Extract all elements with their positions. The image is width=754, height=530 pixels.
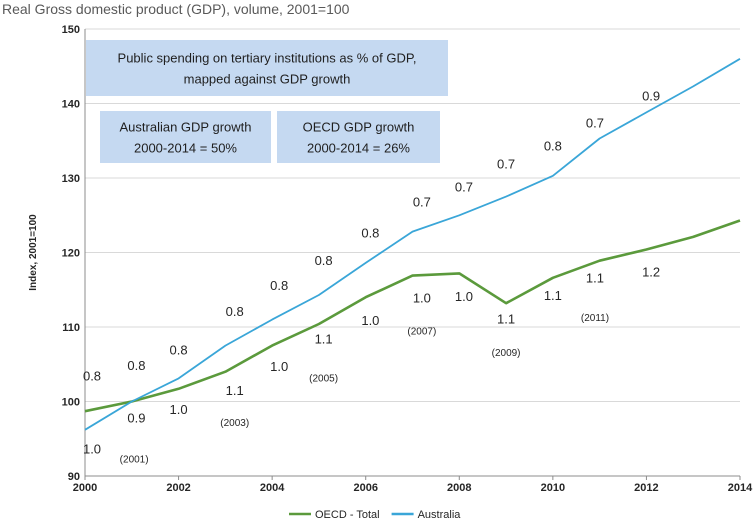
y-tick-label: 90: [68, 471, 80, 483]
data-annotations: 0.8 1.0 (2001) 0.8 0.9 0.8 1.0 0.8 1.1 (2003) 0.8 1…: [83, 89, 660, 466]
y-tick-label: 100: [62, 397, 80, 409]
annotation-box-text: Australian GDP growth: [120, 120, 252, 135]
annotation-value-label: 0.7: [586, 115, 604, 130]
annotation-value-label: 1.1: [226, 383, 244, 398]
annotation-box: [86, 40, 448, 96]
annotation-year-label: (2003): [220, 418, 249, 429]
annotation-value-label: 0.9: [127, 410, 145, 425]
annotation-value-label: 1.0: [83, 442, 101, 457]
annotation-value-label: 1.0: [455, 289, 473, 304]
annotation-value-label: 0.8: [226, 304, 244, 319]
y-tick-label: 120: [62, 248, 80, 260]
annotation-value-label: 1.1: [497, 311, 515, 326]
x-tick-label: 2012: [634, 482, 658, 494]
x-tick-label: 2014: [728, 482, 753, 494]
annotation-value-label: 1.0: [170, 402, 188, 417]
annotation-value-label: 1.0: [361, 313, 379, 328]
series-line-oecd-total: [84, 219, 741, 413]
annotation-box: [100, 111, 271, 163]
annotation-year-label: (2001): [120, 455, 149, 466]
annotation-box-text: mapped against GDP growth: [184, 72, 351, 87]
annotation-value-label: 0.8: [544, 138, 562, 153]
x-tick-label: 2006: [353, 482, 377, 494]
annotation-value-label: 1.1: [544, 288, 562, 303]
annotation-value-label: 1.1: [315, 331, 333, 346]
y-tick-label: 110: [62, 322, 80, 334]
y-tick-label: 130: [62, 173, 80, 185]
annotation-value-label: 0.7: [413, 194, 431, 209]
legend-label: OECD - Total: [315, 509, 380, 521]
annotation-boxes: Public spending on tertiary institutions…: [86, 40, 448, 163]
annotation-box-text: 2000-2014 = 26%: [307, 141, 410, 156]
annotation-value-label: 0.7: [455, 179, 473, 194]
series-lines: [84, 58, 741, 431]
annotation-year-label: (2005): [309, 373, 338, 384]
annotation-box-text: OECD GDP growth: [303, 120, 415, 135]
y-axis-label: Index, 2001=100: [28, 214, 39, 291]
grid: [85, 28, 740, 477]
x-tick-label: 2008: [447, 482, 471, 494]
annotation-year-label: (2007): [407, 326, 436, 337]
annotation-value-label: 0.8: [361, 226, 379, 241]
annotation-value-label: 0.8: [270, 278, 288, 293]
x-tick-label: 2000: [73, 482, 97, 494]
annotation-value-label: 0.8: [127, 358, 145, 373]
annotation-value-label: 0.7: [497, 156, 515, 171]
annotation-value-label: 0.8: [315, 253, 333, 268]
x-tick-label: 2002: [166, 482, 190, 494]
annotation-value-label: 1.1: [586, 270, 604, 285]
annotation-value-label: 1.0: [270, 359, 288, 374]
annotation-box-text: 2000-2014 = 50%: [134, 141, 237, 156]
annotation-box: [277, 111, 440, 163]
x-tick-label: 2010: [541, 482, 565, 494]
series-line-australia: [84, 58, 741, 431]
annotation-year-label: (2009): [492, 348, 521, 359]
axes: 90 100 110 120 130 140 150 2000 2002 2004 2006 2008…: [62, 24, 753, 494]
annotation-value-label: 0.8: [170, 343, 188, 358]
annotation-year-label: (2011): [581, 313, 609, 324]
y-tick-label: 150: [62, 24, 80, 36]
annotation-box-text: Public spending on tertiary institutions…: [118, 51, 417, 66]
legend: OECD - Total Australia: [289, 509, 461, 521]
annotation-value-label: 0.9: [642, 89, 660, 104]
annotation-value-label: 1.0: [413, 290, 431, 305]
annotation-value-label: 0.8: [83, 369, 101, 384]
y-tick-label: 140: [62, 99, 80, 111]
legend-label: Australia: [418, 509, 462, 521]
chart-title: Real Gross domestic product (GDP), volum…: [2, 1, 350, 17]
x-tick-label: 2004: [260, 482, 285, 494]
annotation-value-label: 1.2: [642, 264, 660, 279]
